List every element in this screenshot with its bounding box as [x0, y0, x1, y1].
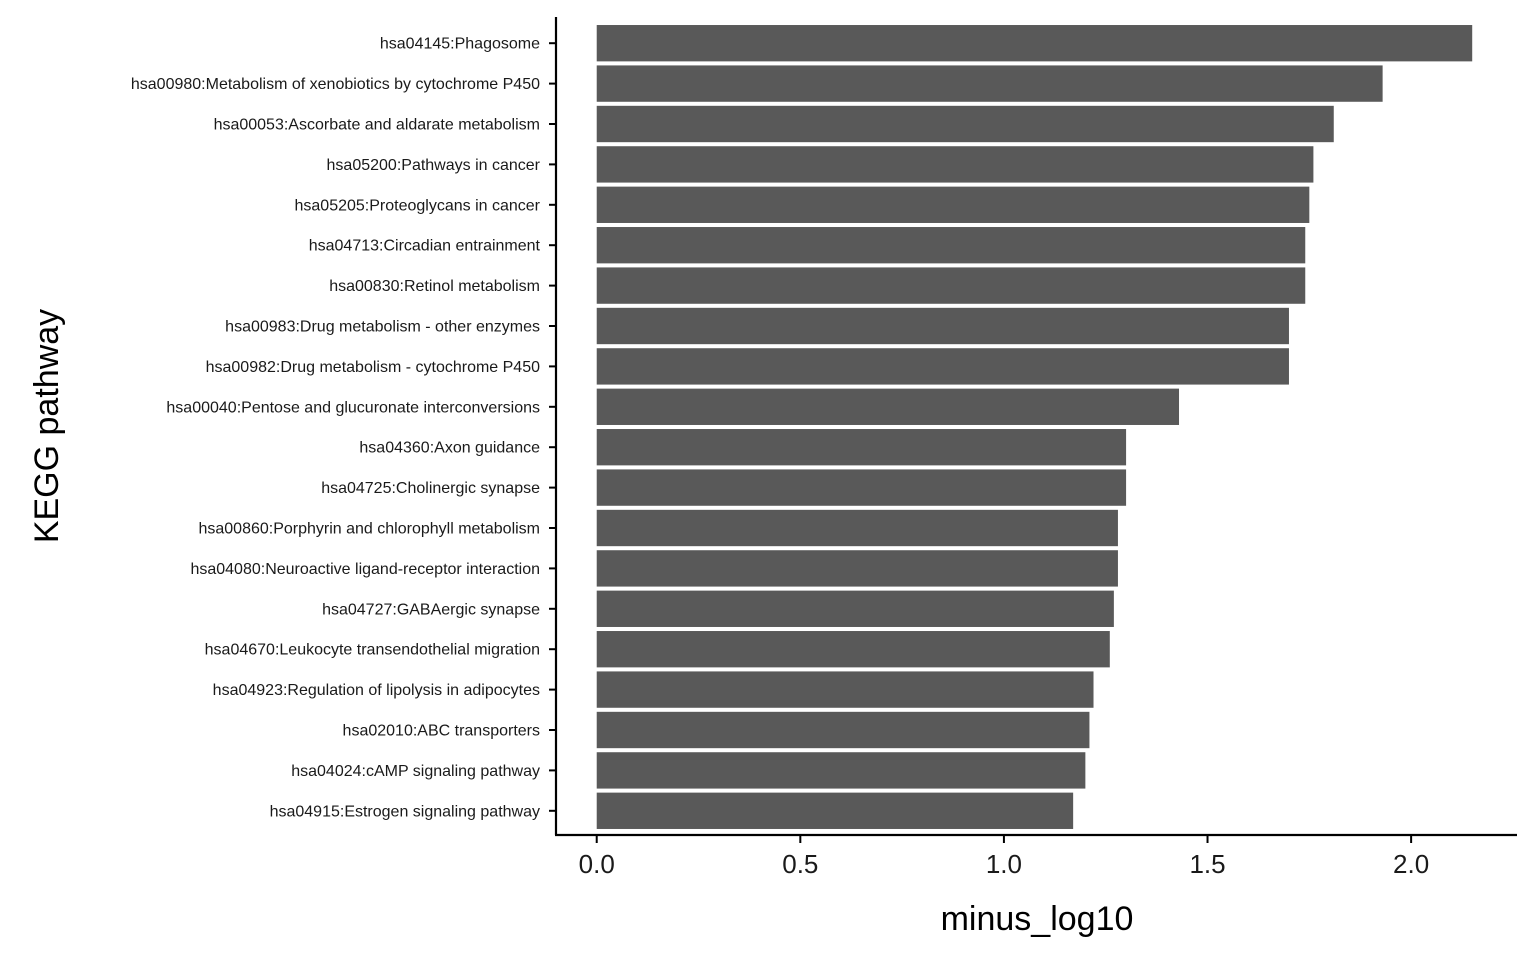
category-label-16: hsa04670:Leukocyte transendothelial migr… [205, 642, 540, 659]
bar-14 [596, 550, 1118, 587]
x-tick-label-4: 1.5 [1189, 849, 1225, 879]
category-labels: hsa04145:Phagosome hsa00980:Metabolism of… [131, 36, 541, 821]
bar-20 [596, 792, 1074, 829]
bar-8 [596, 307, 1289, 345]
bar-5 [596, 186, 1310, 223]
x-tick-label-2: 0.5 [782, 849, 818, 879]
category-label-8: hsa00983:Drug metabolism - other enzymes [225, 319, 540, 336]
category-label-1: hsa04145:Phagosome [380, 36, 540, 53]
bar-10 [596, 388, 1180, 425]
bar-9 [596, 348, 1289, 385]
category-label-15: hsa04727:GABAergic synapse [322, 601, 540, 618]
category-label-11: hsa04360:Axon guidance [359, 440, 540, 457]
bar-6 [596, 227, 1306, 264]
bar-16 [596, 631, 1110, 668]
category-label-18: hsa02010:ABC transporters [343, 723, 540, 740]
category-label-7: hsa00830:Retinol metabolism [329, 278, 540, 295]
bars-group [596, 25, 1473, 829]
category-label-14: hsa04080:Neuroactive ligand-receptor int… [190, 561, 540, 578]
y-axis-ticks [549, 42, 556, 812]
bar-13 [596, 509, 1118, 547]
category-label-2: hsa00980:Metabolism of xenobiotics by cy… [131, 76, 540, 93]
bar-15 [596, 590, 1114, 627]
x-tick-label-3: 1.0 [986, 849, 1022, 879]
bar-2 [596, 65, 1383, 102]
category-label-5: hsa05205:Proteoglycans in cancer [295, 197, 541, 214]
category-label-17: hsa04923:Regulation of lipolysis in adip… [213, 682, 540, 699]
y-axis-title: KEGG pathway [28, 309, 66, 543]
bar-18 [596, 711, 1090, 749]
category-label-3: hsa00053:Ascorbate and aldarate metaboli… [214, 117, 540, 134]
x-tick-label-5: 2.0 [1393, 849, 1429, 879]
x-tick-label-1: 0.0 [579, 849, 615, 879]
category-label-13: hsa00860:Porphyrin and chlorophyll metab… [198, 521, 540, 538]
x-axis-ticks: 0.0 0.5 1.0 1.5 2.0 [579, 835, 1429, 879]
category-label-4: hsa05200:Pathways in cancer [327, 157, 541, 174]
bar-3 [596, 105, 1334, 143]
bar-4 [596, 146, 1314, 183]
category-label-9: hsa00982:Drug metabolism - cytochrome P4… [206, 359, 540, 376]
bar-7 [596, 267, 1306, 304]
category-label-20: hsa04915:Estrogen signaling pathway [270, 803, 540, 820]
x-axis-title: minus_log10 [941, 900, 1134, 938]
category-label-19: hsa04024:cAMP signaling pathway [291, 763, 540, 780]
bar-11 [596, 429, 1127, 466]
category-label-6: hsa04713:Circadian entrainment [309, 238, 541, 255]
category-label-10: hsa00040:Pentose and glucuronate interco… [166, 399, 540, 416]
bar-12 [596, 469, 1127, 506]
bar-17 [596, 671, 1094, 708]
bar-1 [596, 25, 1473, 62]
bar-19 [596, 752, 1086, 789]
category-label-12: hsa04725:Cholinergic synapse [321, 480, 540, 497]
